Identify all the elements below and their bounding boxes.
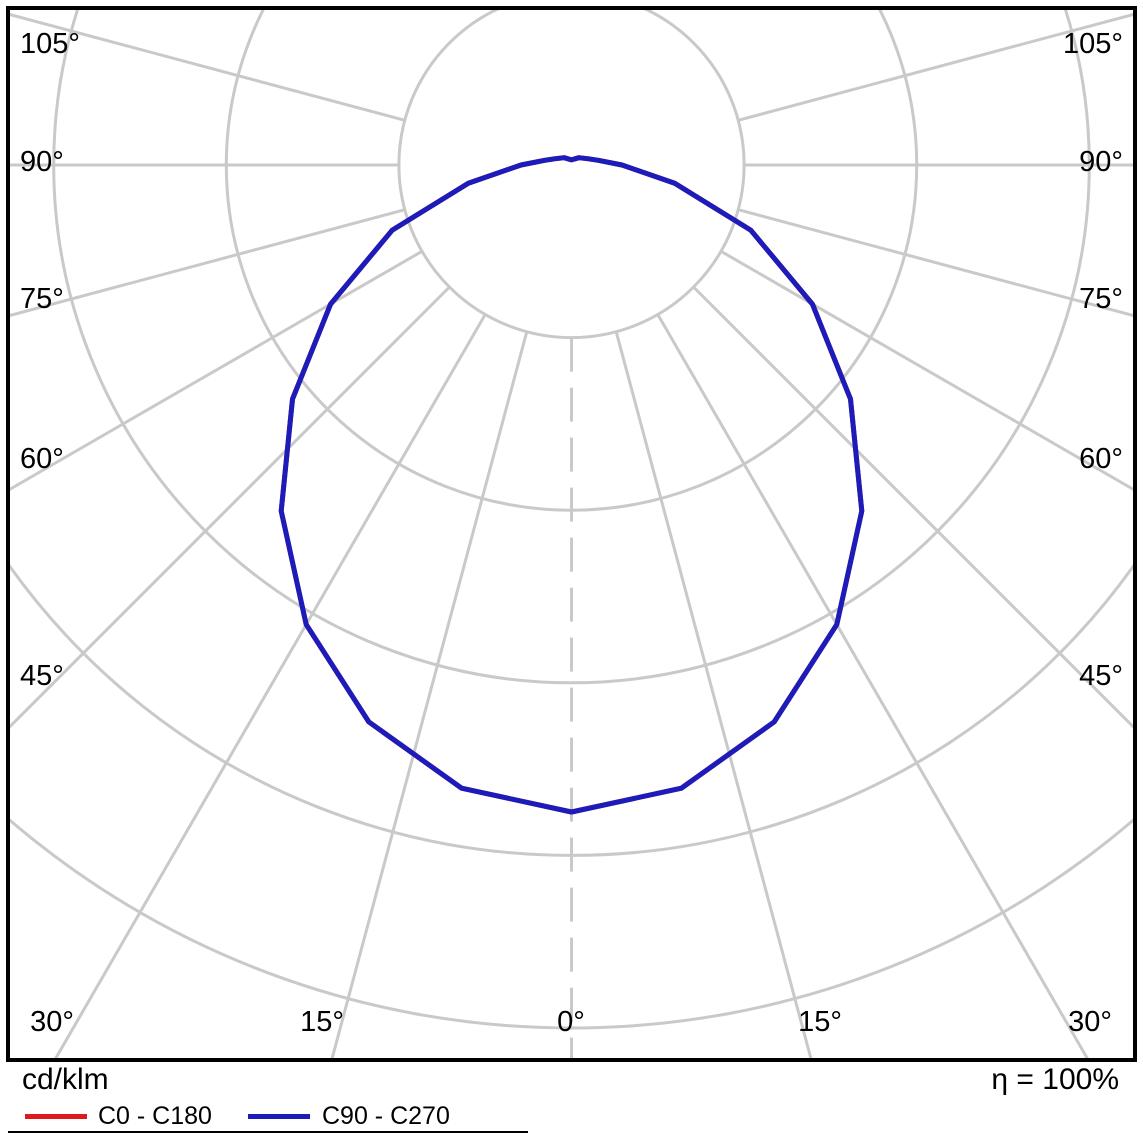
plot-border — [6, 6, 1137, 1062]
angle-label: 0° — [557, 1006, 585, 1038]
curve-c90-c270 — [278, 155, 865, 815]
angle-label: 60° — [20, 443, 64, 475]
grid-ray — [10, 285, 451, 729]
grid-ray — [737, 208, 1133, 318]
angle-label: 75° — [20, 283, 64, 315]
angle-label: 30° — [30, 1006, 74, 1038]
angle-label: 60° — [1079, 443, 1123, 475]
angle-label: 90° — [20, 146, 64, 178]
angle-label: 90° — [1079, 146, 1123, 178]
grid-ray — [614, 331, 813, 1058]
grid-ray — [10, 12, 406, 122]
angle-label: 15° — [798, 1006, 842, 1038]
angle-labels: 105° 90° 75° 60° 45° 30° 15° 0° 15° 30° 45° 60° 75° 9… — [20, 28, 1123, 1038]
angle-label: 105° — [1063, 28, 1123, 60]
grid-ray — [330, 331, 529, 1058]
grid-ray — [54, 313, 487, 1058]
grid-ray — [10, 250, 423, 491]
angle-label: 15° — [300, 1006, 344, 1038]
grid-ray — [10, 208, 406, 318]
grid-ray — [720, 250, 1133, 491]
angle-label: 105° — [20, 28, 80, 60]
grid-ray — [737, 12, 1133, 122]
angle-label: 45° — [1079, 660, 1123, 692]
grid-ray — [692, 285, 1133, 729]
grid-ray — [656, 313, 1089, 1058]
grid-ring — [10, 818, 1133, 1030]
angle-label: 75° — [1079, 283, 1123, 315]
intensity-curves — [278, 155, 865, 815]
angle-label: 30° — [1068, 1006, 1112, 1038]
angle-label: 45° — [20, 660, 64, 692]
